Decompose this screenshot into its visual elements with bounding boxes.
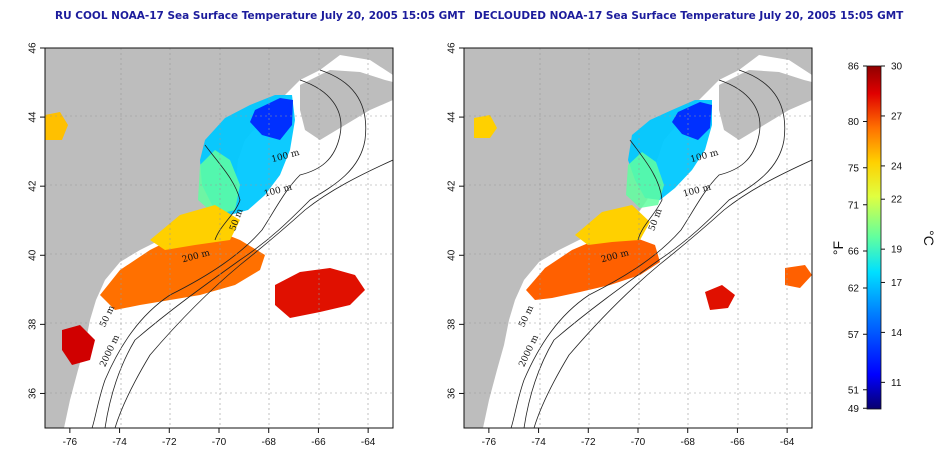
lat-tick-label: 38	[28, 318, 39, 330]
bathymetry-contours	[91, 69, 393, 428]
lon-tick-label: -72	[581, 437, 596, 448]
fahrenheit-tick-label: 80	[848, 117, 860, 128]
land-mass	[464, 48, 812, 428]
lat-tick-label: 46	[447, 42, 458, 54]
lat-tick-label: 36	[28, 387, 39, 399]
bathymetry-contours	[510, 69, 812, 428]
nova-scotia-land	[300, 70, 393, 140]
lat-tick-label: 42	[447, 180, 458, 192]
fahrenheit-tick-label: 86	[848, 62, 860, 73]
sst-green-band	[198, 150, 240, 215]
gridlines	[464, 48, 812, 428]
sst-shelf-yellow	[575, 205, 650, 245]
sst-green-band	[626, 152, 664, 208]
lat-tick-label: 38	[447, 318, 458, 330]
gridlines	[45, 48, 393, 428]
celsius-tick-label: 24	[891, 161, 903, 172]
fahrenheit-tick-label: 57	[848, 330, 860, 341]
celsius-tick-label: 30	[891, 62, 903, 73]
fahrenheit-tick-label: 75	[848, 163, 860, 174]
sst-cold-core	[672, 102, 712, 140]
sst-maine-yellow	[474, 115, 497, 138]
sst-shelf-warm	[526, 235, 660, 300]
colorbar: 86 80 75 71 66 62 57 51 49 30 27 24 22 19 17 14 11 °F °…	[830, 62, 937, 415]
lat-tick-label: 40	[447, 249, 458, 261]
sst-maine-yellow	[45, 112, 68, 140]
lon-tick-label: -72	[162, 437, 177, 448]
sst-offshore-red	[705, 285, 735, 310]
lon-tick-label: -74	[112, 437, 127, 448]
fahrenheit-tick-label: 51	[848, 385, 860, 396]
land-mass	[45, 48, 393, 428]
lon-tick-label: -66	[311, 437, 326, 448]
fahrenheit-tick-label: 62	[848, 284, 860, 295]
colorbar-unit-celsius: °C	[921, 230, 937, 246]
lon-tick-label: -64	[780, 437, 795, 448]
lon-tick-label: -68	[680, 437, 695, 448]
celsius-tick-label: 22	[891, 195, 903, 206]
sst-shelf-warm	[100, 228, 265, 310]
lat-tick-label: 36	[447, 387, 458, 399]
colorbar-unit-fahrenheit: °F	[830, 241, 846, 255]
lat-tick-label: 42	[28, 180, 39, 192]
colorbar-gradient	[866, 65, 882, 410]
lon-tick-label: -76	[63, 437, 78, 448]
fahrenheit-tick-label: 71	[848, 200, 860, 211]
panel-title-left: RU COOL NOAA-17 Sea Surface Temperature …	[55, 10, 465, 22]
fahrenheit-tick-label: 49	[848, 404, 860, 415]
celsius-tick-label: 19	[891, 245, 903, 256]
celsius-tick-label: 27	[891, 111, 903, 122]
lon-tick-label: -64	[361, 437, 376, 448]
lat-tick-label: 44	[447, 111, 458, 123]
lon-tick-label: -74	[531, 437, 546, 448]
celsius-tick-label: 11	[891, 378, 902, 389]
lat-tick-label: 44	[28, 111, 39, 123]
lat-tick-label: 46	[28, 42, 39, 54]
sst-southern-red	[62, 325, 95, 365]
celsius-tick-label: 17	[891, 278, 903, 289]
sst-shelf-yellow	[150, 205, 240, 250]
lon-tick-label: -70	[631, 437, 646, 448]
lon-tick-label: -70	[212, 437, 227, 448]
fahrenheit-tick-label: 66	[848, 247, 860, 258]
sst-offshore-red	[275, 268, 365, 318]
nova-scotia-land	[719, 70, 812, 140]
lon-tick-label: -76	[482, 437, 497, 448]
lon-tick-label: -68	[261, 437, 276, 448]
panel-title-right: DECLOUDED NOAA-17 Sea Surface Temperatur…	[474, 10, 904, 22]
celsius-tick-label: 14	[891, 328, 903, 339]
lat-tick-label: 40	[28, 249, 39, 261]
lon-tick-label: -66	[730, 437, 745, 448]
sst-cold-core	[250, 98, 293, 140]
sst-offshore-orange	[785, 265, 812, 288]
